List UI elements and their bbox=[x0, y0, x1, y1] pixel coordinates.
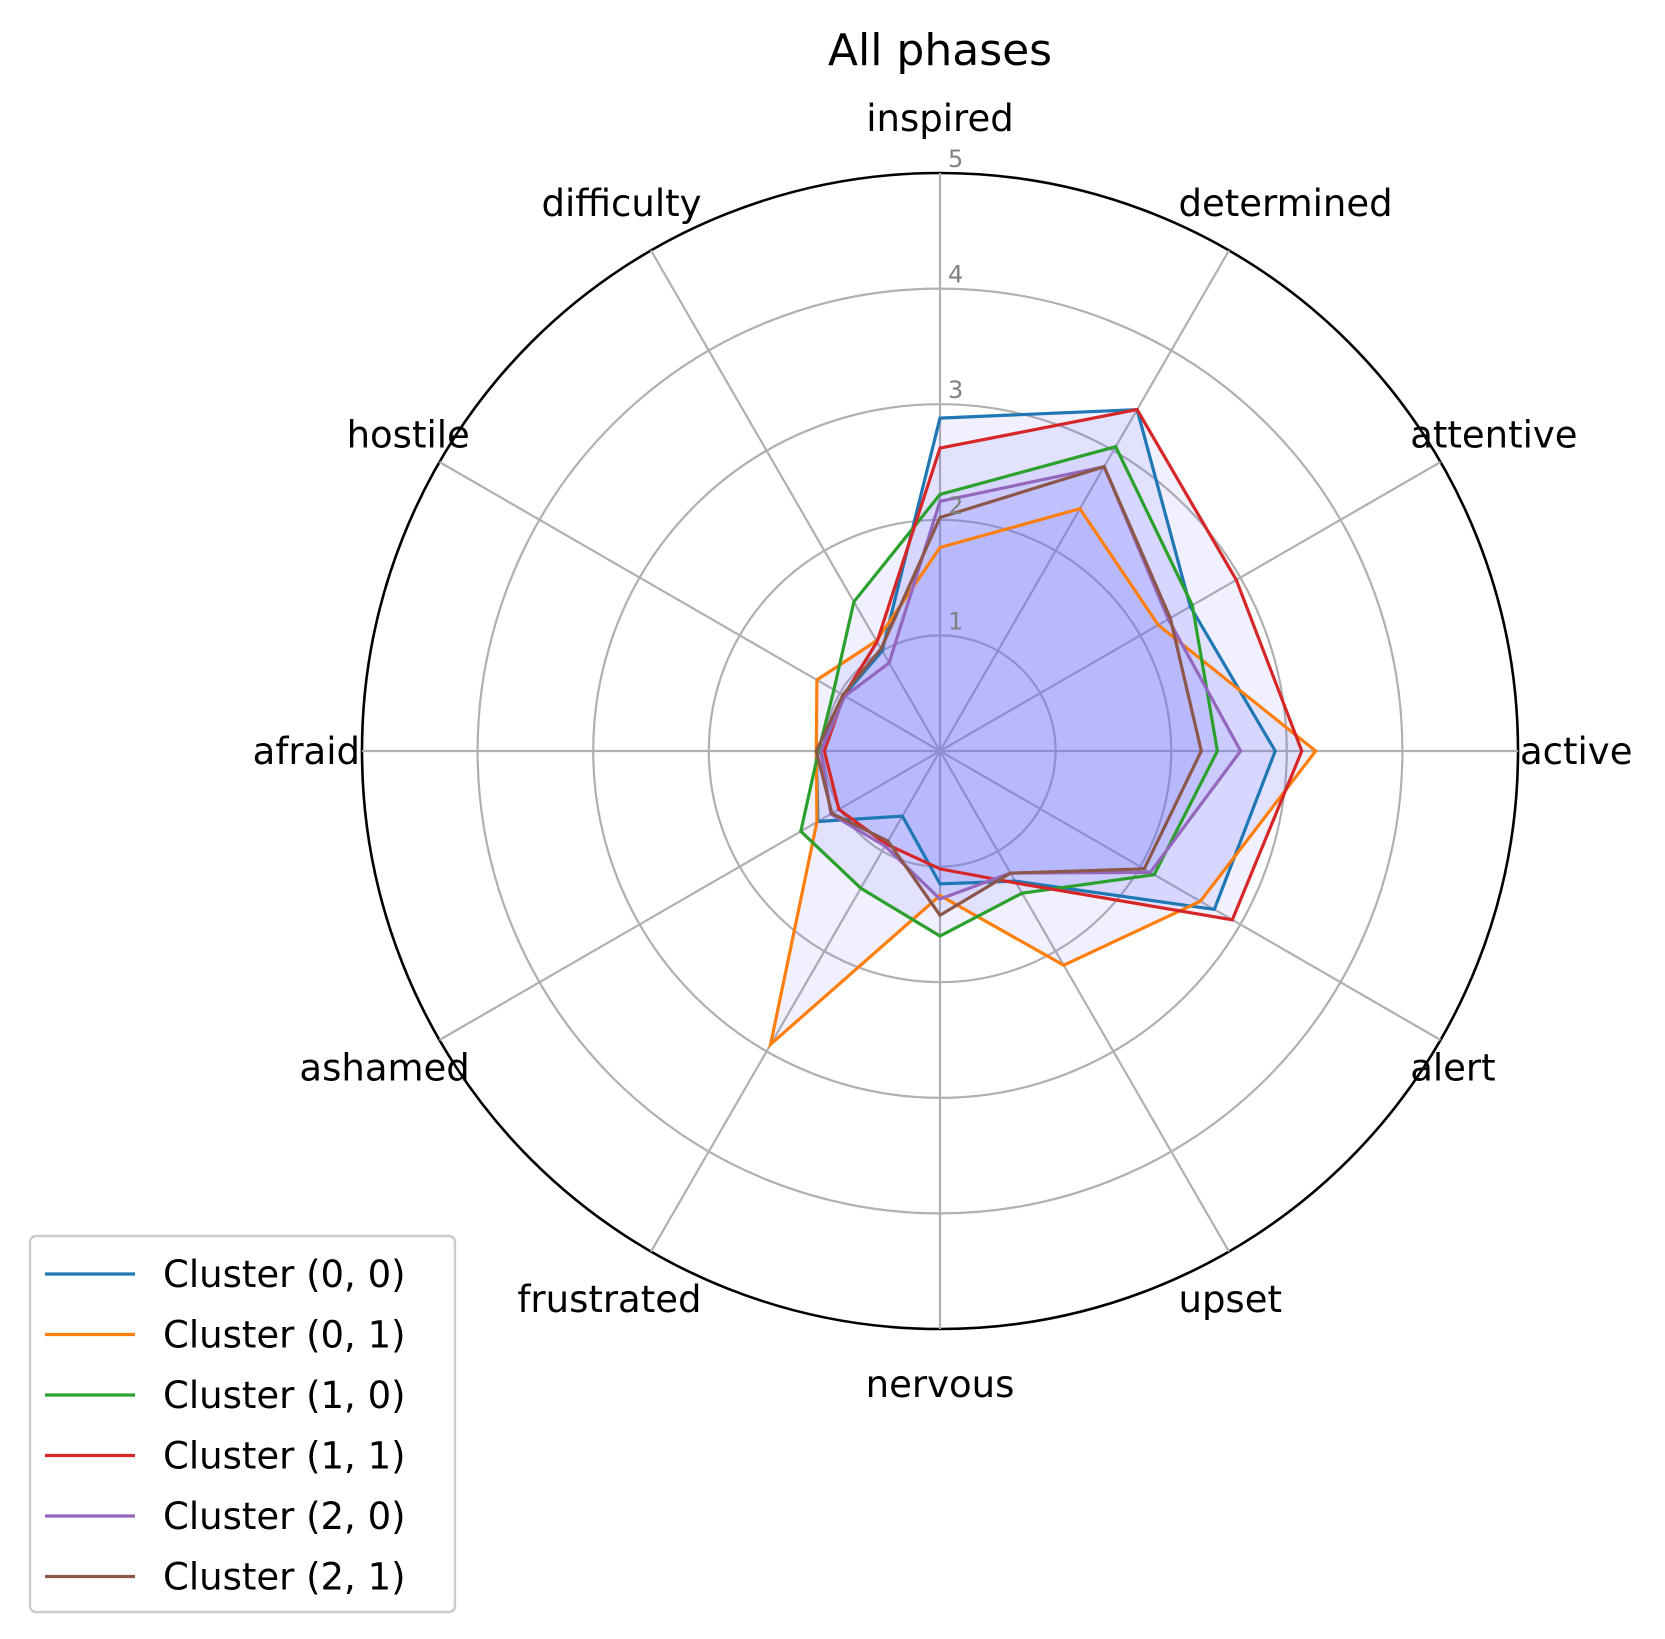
radial-tick-label: 1 bbox=[948, 607, 963, 635]
legend: Cluster (0, 0) Cluster (0, 1) Cluster (1, … bbox=[28, 1234, 457, 1614]
axis-label-inspired: inspired bbox=[866, 97, 1013, 140]
axis-label-upset: upset bbox=[1179, 1278, 1282, 1321]
axis-label-alert: alert bbox=[1410, 1047, 1495, 1090]
spoke-line bbox=[939, 750, 1442, 1041]
radial-tick-labels: 1 2 3 4 5 bbox=[948, 145, 963, 635]
legend-label: Cluster (1, 0) bbox=[163, 1374, 406, 1417]
series-fill bbox=[800, 446, 1218, 936]
axis-label-determined: determined bbox=[1179, 182, 1393, 225]
legend-label: Cluster (1, 1) bbox=[163, 1435, 406, 1478]
axis-label-hostile: hostile bbox=[347, 414, 470, 457]
axis-label-difficulty: difficulty bbox=[541, 182, 701, 225]
radial-tick-label: 5 bbox=[948, 145, 963, 173]
spoke-line bbox=[939, 750, 1230, 1253]
radar-grid bbox=[360, 171, 1520, 1331]
legend-label: Cluster (0, 1) bbox=[163, 1314, 406, 1357]
spoke-line bbox=[650, 750, 941, 1253]
axis-labels: inspired determined attentive active alert up… bbox=[253, 97, 1633, 1406]
series-fills bbox=[770, 409, 1316, 1045]
chart-title: All phases bbox=[828, 25, 1052, 76]
legend-label: Cluster (0, 0) bbox=[163, 1253, 406, 1296]
axis-label-ashamed: ashamed bbox=[299, 1047, 469, 1090]
series-line bbox=[814, 464, 1203, 918]
radial-tick-label: 4 bbox=[948, 261, 963, 289]
legend-label: Cluster (2, 1) bbox=[163, 1556, 406, 1599]
series-line bbox=[799, 444, 1220, 938]
legend-box bbox=[28, 1234, 457, 1614]
spoke-line bbox=[438, 461, 941, 752]
spoke-line bbox=[438, 750, 941, 1041]
spoke-line bbox=[939, 249, 1230, 752]
series-fill bbox=[820, 466, 1241, 899]
radial-tick-label: 3 bbox=[948, 376, 963, 404]
legend-label: Cluster (2, 0) bbox=[163, 1495, 406, 1538]
radial-tick-label: 2 bbox=[948, 492, 963, 520]
axis-label-afraid: afraid bbox=[253, 730, 360, 773]
axis-label-frustrated: frustrated bbox=[517, 1278, 701, 1321]
series-lines bbox=[768, 407, 1318, 1049]
series-line bbox=[819, 464, 1243, 901]
axis-label-nervous: nervous bbox=[866, 1363, 1015, 1406]
series-line bbox=[768, 506, 1318, 1049]
axis-label-attentive: attentive bbox=[1410, 414, 1577, 457]
spoke-line bbox=[650, 249, 941, 752]
axis-label-active: active bbox=[1520, 730, 1632, 773]
